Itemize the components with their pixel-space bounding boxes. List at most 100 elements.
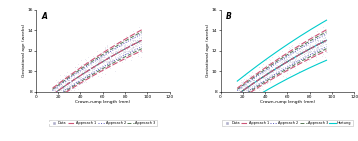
- Point: [304, 43, 310, 46]
- Point: [263, 78, 268, 80]
- Point: [258, 76, 264, 78]
- Point: [131, 37, 137, 39]
- Point: [260, 81, 265, 83]
- Point: [296, 41, 302, 44]
- Point: [280, 62, 286, 64]
- X-axis label: Crown-rump length (mm): Crown-rump length (mm): [75, 100, 130, 104]
- Point: [95, 59, 101, 61]
- Point: [282, 55, 288, 58]
- Point: [256, 89, 262, 91]
- Point: [302, 49, 308, 51]
- Point: [94, 64, 100, 67]
- Point: [72, 85, 78, 87]
- Point: [57, 82, 63, 84]
- Point: [114, 58, 120, 60]
- Point: [316, 34, 322, 37]
- Point: [122, 58, 127, 61]
- Point: [53, 91, 59, 93]
- Point: [277, 58, 282, 60]
- Point: [297, 50, 303, 52]
- Point: [131, 46, 136, 48]
- Point: [299, 50, 305, 52]
- Point: [316, 41, 321, 44]
- Point: [281, 62, 287, 64]
- Point: [118, 44, 124, 46]
- Point: [134, 47, 140, 49]
- Point: [107, 67, 113, 69]
- Point: [250, 77, 256, 79]
- Point: [245, 79, 250, 81]
- Point: [277, 62, 282, 64]
- Point: [98, 58, 104, 60]
- Point: [105, 60, 111, 62]
- Point: [127, 46, 133, 48]
- Point: [310, 44, 316, 47]
- Point: [95, 74, 101, 77]
- Point: [120, 39, 126, 42]
- Point: [122, 45, 128, 48]
- Point: [86, 69, 92, 71]
- Point: [101, 54, 107, 57]
- Point: [111, 45, 116, 47]
- Point: [75, 77, 81, 79]
- Point: [281, 54, 286, 57]
- Point: [272, 63, 278, 66]
- Point: [82, 63, 88, 65]
- Point: [67, 79, 72, 81]
- Point: [116, 50, 122, 53]
- Legend: Data, Approach 1, Approach 2, Approach 3: Data, Approach 1, Approach 2, Approach 3: [49, 120, 157, 126]
- Point: [117, 56, 123, 58]
- Point: [313, 47, 319, 49]
- Point: [287, 68, 293, 70]
- Point: [72, 76, 77, 78]
- Point: [256, 84, 262, 86]
- Point: [106, 57, 112, 59]
- Point: [75, 63, 81, 65]
- Point: [287, 73, 292, 75]
- Point: [136, 39, 141, 41]
- Point: [105, 50, 110, 52]
- Point: [244, 86, 250, 89]
- Point: [319, 47, 324, 49]
- Point: [235, 96, 241, 99]
- Point: [51, 93, 57, 95]
- Point: [77, 77, 83, 79]
- Point: [310, 47, 316, 49]
- Point: [283, 61, 289, 63]
- Point: [103, 58, 109, 60]
- Point: [130, 45, 136, 47]
- Point: [135, 39, 140, 41]
- Point: [87, 66, 93, 68]
- Point: [266, 64, 271, 66]
- Point: [242, 85, 248, 87]
- Point: [90, 61, 96, 63]
- Point: [121, 43, 126, 46]
- Point: [118, 45, 124, 47]
- Point: [116, 45, 122, 47]
- Point: [78, 73, 84, 76]
- Point: [119, 61, 125, 64]
- Point: [314, 46, 320, 49]
- Point: [252, 73, 257, 76]
- Point: [82, 72, 88, 74]
- Point: [112, 47, 118, 49]
- Point: [130, 36, 136, 38]
- Point: [78, 78, 84, 81]
- Point: [251, 86, 256, 88]
- Point: [321, 39, 327, 41]
- Point: [241, 78, 247, 80]
- Point: [305, 43, 311, 46]
- Point: [59, 92, 64, 94]
- Point: [297, 55, 303, 58]
- Point: [105, 56, 111, 58]
- Point: [128, 41, 134, 43]
- Point: [106, 58, 111, 60]
- Point: [114, 46, 120, 48]
- Point: [98, 56, 103, 58]
- Point: [256, 77, 261, 80]
- Point: [53, 85, 59, 87]
- Point: [270, 71, 276, 73]
- Point: [301, 45, 306, 47]
- Point: [268, 71, 274, 73]
- Point: [50, 99, 56, 102]
